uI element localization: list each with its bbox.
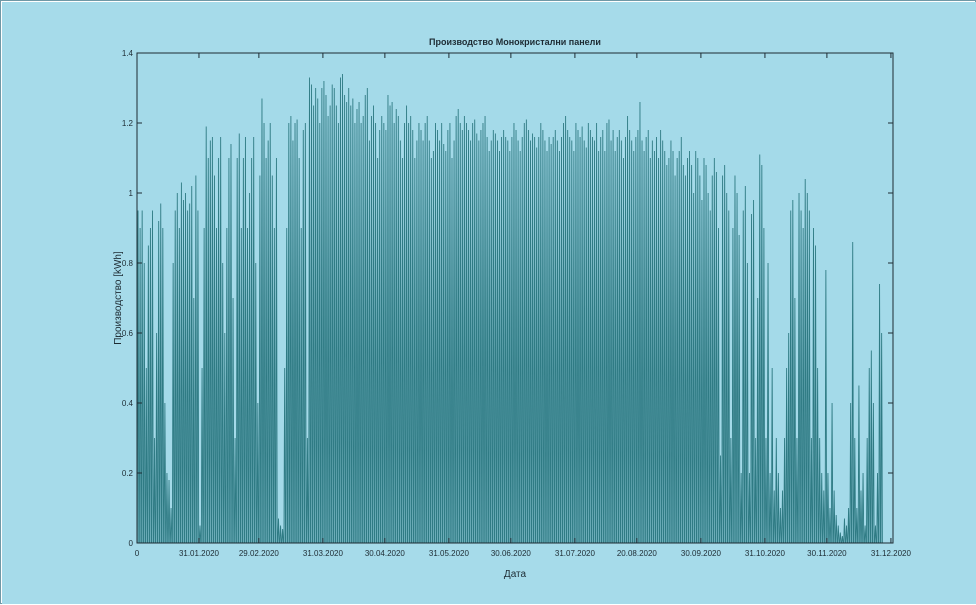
y-tick-label: 1 [129, 189, 134, 198]
y-axis-label: Производство [kWh] [113, 251, 124, 345]
x-tick-label: 29.02.2020 [239, 549, 280, 558]
x-tick-label: 0 [135, 549, 140, 558]
x-tick-label: 31.03.2020 [303, 549, 344, 558]
y-tick-label: 0.8 [122, 259, 134, 268]
y-tick-label: 0.2 [122, 469, 134, 478]
y-axis: 0 0.2 0.4 0.6 0.8 1 1.2 1.4 [122, 49, 893, 548]
x-tick-label: 30.09.2020 [681, 549, 722, 558]
x-tick-label: 30.04.2020 [365, 549, 406, 558]
y-tick-label: 0.4 [122, 399, 134, 408]
x-tick-label: 31.05.2020 [429, 549, 470, 558]
plot-frame [136, 52, 894, 544]
x-axis: 0 31.01.2020 29.02.2020 31.03.2020 30.04.202… [135, 53, 912, 558]
x-tick-label: 31.12.2020 [871, 549, 912, 558]
chart-title: Производство Монокристални панели [429, 37, 601, 47]
x-tick-label: 30.06.2020 [491, 549, 532, 558]
y-tick-label: 0.6 [122, 329, 134, 338]
x-axis-label: Дата [504, 569, 527, 580]
x-tick-label: 31.07.2020 [555, 549, 596, 558]
x-tick-label: 31.01.2020 [179, 549, 220, 558]
x-tick-label: 31.10.2020 [745, 549, 786, 558]
x-tick-label: 30.11.2020 [807, 549, 847, 558]
y-tick-label: 1.4 [122, 49, 134, 58]
x-tick-label: 20.08.2020 [617, 549, 658, 558]
y-tick-label: 0 [129, 539, 134, 548]
y-tick-label: 1.2 [122, 119, 134, 128]
